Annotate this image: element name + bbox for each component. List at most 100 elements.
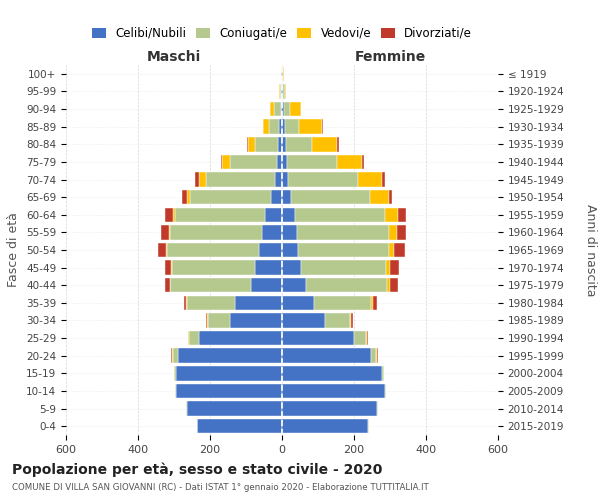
Bar (175, 208, 265, 222)
Bar (391, 278, 398, 292)
Bar (337, 137, 338, 152)
Bar (195, 172, 199, 186)
Bar (382, 366, 384, 380)
Bar (282, 102, 284, 117)
Bar (373, 296, 377, 310)
Bar (199, 172, 206, 186)
Bar (169, 225, 170, 240)
Bar (158, 243, 166, 257)
Bar (362, 154, 364, 169)
Bar (389, 190, 392, 204)
Bar (206, 314, 208, 328)
Bar (281, 66, 282, 81)
Y-axis label: Anni di nascita: Anni di nascita (584, 204, 597, 296)
Bar (269, 120, 279, 134)
Bar (282, 84, 283, 98)
Bar (172, 260, 255, 275)
Bar (166, 278, 170, 292)
Bar (351, 314, 353, 328)
Bar (307, 278, 388, 292)
Bar (187, 296, 235, 310)
Bar (186, 402, 187, 416)
Bar (282, 243, 298, 257)
Bar (255, 260, 282, 275)
Bar (282, 137, 286, 152)
Text: COMUNE DI VILLA SAN GIOVANNI (RC) - Dati ISTAT 1° gennaio 2020 - Elaborazione TU: COMUNE DI VILLA SAN GIOVANNI (RC) - Dati… (12, 484, 429, 492)
Bar (170, 278, 251, 292)
Bar (184, 296, 186, 310)
Bar (171, 348, 172, 363)
Bar (390, 260, 399, 275)
Bar (274, 102, 281, 117)
Bar (314, 296, 371, 310)
Bar (377, 348, 378, 363)
Bar (367, 331, 368, 345)
Bar (188, 331, 189, 345)
Bar (388, 278, 391, 292)
Bar (187, 190, 190, 204)
Bar (282, 419, 368, 434)
Bar (173, 208, 175, 222)
Bar (190, 190, 271, 204)
Bar (235, 296, 282, 310)
Bar (282, 278, 307, 292)
Bar (289, 172, 358, 186)
Bar (259, 243, 282, 257)
Bar (298, 243, 389, 257)
Bar (282, 190, 291, 204)
Bar (371, 296, 373, 310)
Bar (174, 366, 176, 380)
Bar (368, 419, 369, 434)
Bar (282, 296, 314, 310)
Bar (337, 154, 362, 169)
Bar (172, 348, 173, 363)
Bar (285, 120, 299, 134)
Bar (248, 137, 255, 152)
Bar (281, 84, 282, 98)
Bar (282, 66, 283, 81)
Bar (230, 154, 277, 169)
Bar (278, 137, 282, 152)
Bar (299, 120, 322, 134)
Bar (354, 331, 366, 345)
Bar (350, 314, 351, 328)
Bar (377, 402, 378, 416)
Bar (325, 314, 350, 328)
Bar (197, 419, 282, 434)
Bar (270, 102, 274, 117)
Bar (173, 348, 178, 363)
Bar (165, 260, 172, 275)
Bar (295, 208, 385, 222)
Bar (189, 331, 199, 345)
Bar (222, 154, 230, 169)
Bar (170, 225, 262, 240)
Bar (322, 120, 323, 134)
Bar (282, 154, 287, 169)
Bar (382, 172, 385, 186)
Bar (251, 278, 282, 292)
Bar (284, 102, 290, 117)
Bar (386, 260, 390, 275)
Bar (230, 314, 282, 328)
Bar (385, 208, 398, 222)
Bar (398, 208, 406, 222)
Bar (206, 172, 275, 186)
Text: Popolazione per età, sesso e stato civile - 2020: Popolazione per età, sesso e stato civil… (12, 462, 382, 477)
Bar (282, 348, 371, 363)
Bar (301, 260, 386, 275)
Bar (397, 225, 406, 240)
Bar (376, 348, 377, 363)
Bar (282, 172, 289, 186)
Bar (287, 154, 337, 169)
Bar (176, 384, 282, 398)
Bar (275, 172, 282, 186)
Bar (290, 102, 301, 117)
Bar (286, 137, 312, 152)
Bar (265, 208, 282, 222)
Bar (247, 137, 248, 152)
Bar (282, 120, 285, 134)
Bar (282, 402, 377, 416)
Bar (221, 154, 222, 169)
Bar (283, 84, 284, 98)
Bar (166, 243, 167, 257)
